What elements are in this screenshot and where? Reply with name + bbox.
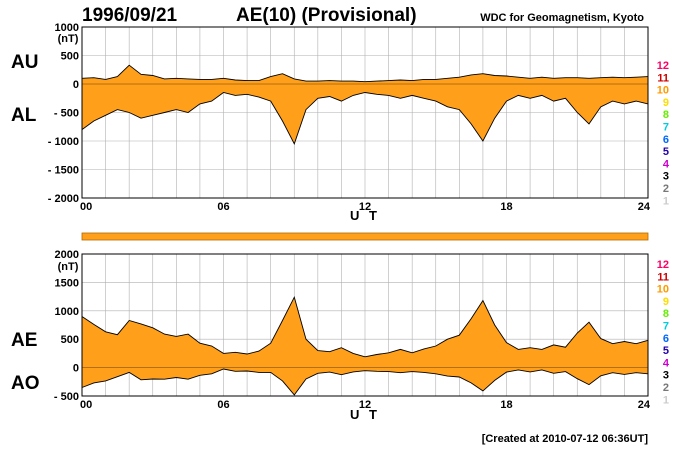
au-al-area: [82, 65, 648, 144]
au-al-y-tick-label: 500: [61, 51, 79, 63]
au-label: AU: [11, 52, 38, 73]
ae-ao-station-count-label: 1: [663, 394, 669, 406]
ae-ao-y-tick-label: 0: [73, 363, 79, 375]
ae-series-line: [81, 295, 649, 358]
ae-ao-y-tick-label: - 500: [54, 391, 79, 403]
ae-ao-x-tick-label: 24: [638, 399, 651, 411]
au-al-station-count-label: 6: [663, 134, 669, 146]
au-al-y-tick-label: - 500: [54, 108, 79, 120]
au-al-station-count-label: 1: [663, 195, 669, 207]
au-al-station-count-label: 4: [663, 158, 670, 170]
ae-ao-station-count-label: 2: [663, 382, 669, 394]
ae-ao-x-axis-label: U T: [350, 407, 380, 422]
au-al-unit-label: (nT): [58, 33, 79, 45]
ae-ao-y-tick-label: 1000: [55, 306, 79, 318]
date-label: 1996/09/21: [82, 5, 178, 26]
au-al-y-tick-label: - 1500: [48, 165, 79, 177]
au-al-x-tick-label: 06: [217, 201, 229, 213]
ae-ao-x-tick-label: 06: [217, 399, 229, 411]
ao-series-line: [81, 368, 649, 396]
al-label: AL: [11, 105, 37, 126]
ae-ao-station-count-label: 7: [663, 321, 669, 333]
au-al-x-tick-label: 00: [80, 201, 92, 213]
source-label: WDC for Geomagnetism, Kyoto: [480, 12, 644, 24]
au-al-station-count-label: 9: [663, 97, 669, 109]
au-al-x-tick-label: 12: [359, 201, 371, 213]
au-al-station-count-label: 2: [663, 183, 669, 195]
chart-title: AE(10) (Provisional): [236, 5, 417, 26]
al-series-line: [81, 92, 649, 145]
au-al-station-count-label: 8: [663, 109, 669, 121]
ae-ao-x-tick-label: 18: [500, 399, 512, 411]
au-al-x-axis-label: U T: [350, 208, 380, 223]
ae-ao-frame: [81, 253, 649, 397]
au-al-station-count-label: 5: [663, 146, 669, 158]
au-al-y-tick-label: 0: [73, 79, 79, 91]
ae-ao-x-tick-label: 12: [359, 399, 371, 411]
ae-ao-station-count-label: 8: [663, 308, 669, 320]
ae-ao-station-count-label: 6: [663, 333, 669, 345]
au-al-y-tick-label: 1000: [55, 22, 79, 34]
ae-ao-unit-label: (nT): [58, 261, 79, 273]
au-al-station-count-label: 11: [657, 72, 669, 84]
ae-ao-station-count-label: 3: [663, 370, 669, 382]
au-al-y-tick-label: - 2000: [48, 193, 79, 205]
au-al-x-tick-label: 18: [500, 201, 512, 213]
created-timestamp: [Created at 2010-07-12 06:36UT]: [482, 433, 649, 445]
au-al-station-count-label: 12: [657, 60, 669, 72]
ae-ao-x-ticks: 00 06 12 18 24: [80, 399, 651, 411]
ae-ao-area: [82, 297, 648, 395]
ae-ao-x-tick-label: 00: [80, 399, 92, 411]
au-series-line: [81, 64, 649, 83]
au-al-station-count-label: 7: [663, 122, 669, 134]
ae-ao-station-count-label: 5: [663, 345, 669, 357]
ae-ao-station-count-label: 12: [657, 259, 669, 271]
ae-ao-y-tick-label: 1500: [55, 277, 79, 289]
au-al-station-count-label: 10: [657, 85, 669, 97]
ae-ao-y-tick-label: 2000: [55, 249, 79, 261]
ae-label: AE: [11, 330, 37, 351]
ao-label: AO: [11, 373, 40, 394]
au-al-x-ticks: 00 06 12 18 24: [80, 201, 651, 213]
au-al-frame: [81, 26, 649, 199]
au-al-station-count-label: 3: [663, 171, 669, 183]
ae-ao-y-ticks: 2000 1500 1000 500 0 - 500: [54, 249, 79, 403]
au-al-x-tick-label: 24: [638, 201, 651, 213]
ae-ao-station-count-label: 10: [657, 284, 669, 296]
ae-ao-station-count-label: 4: [663, 357, 670, 369]
ae-ao-station-count-label: 9: [663, 296, 669, 308]
au-al-y-ticks: 1000 500 0 - 500 - 1000 - 1500 - 2000: [48, 22, 79, 205]
au-al-y-tick-label: - 1000: [48, 136, 79, 148]
ae-ao-station-count-label: 11: [657, 271, 669, 283]
au-al-grid: [82, 27, 648, 198]
station-coverage-bar: [81, 232, 649, 241]
ae-ao-y-tick-label: 500: [61, 334, 79, 346]
